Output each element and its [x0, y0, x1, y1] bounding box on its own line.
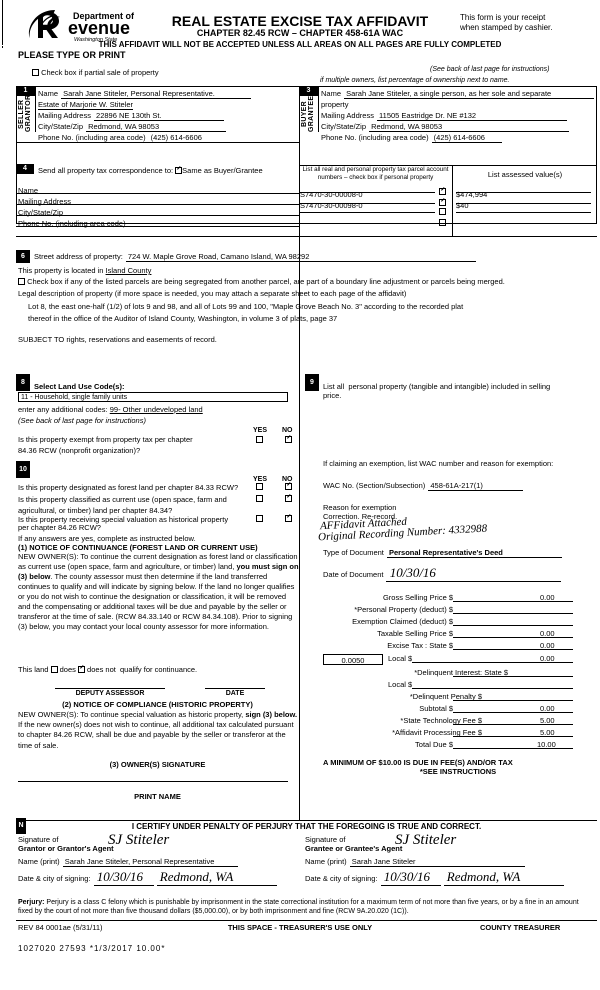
svg-text:evenue: evenue: [68, 18, 130, 38]
